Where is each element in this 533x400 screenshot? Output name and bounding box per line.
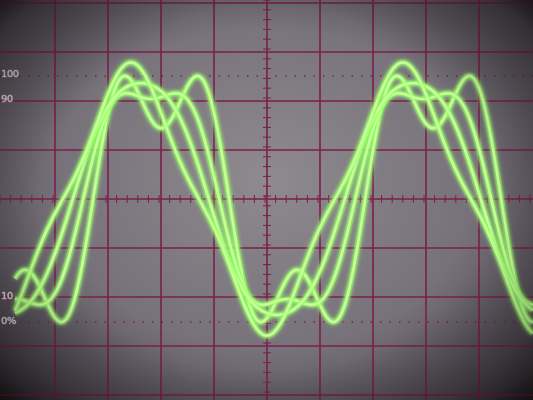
scale-label-90: 90: [1, 94, 13, 105]
scale-label-10: 10: [1, 291, 13, 302]
scale-label-100: 100: [1, 69, 19, 80]
scale-label-0: 0%: [1, 316, 16, 327]
